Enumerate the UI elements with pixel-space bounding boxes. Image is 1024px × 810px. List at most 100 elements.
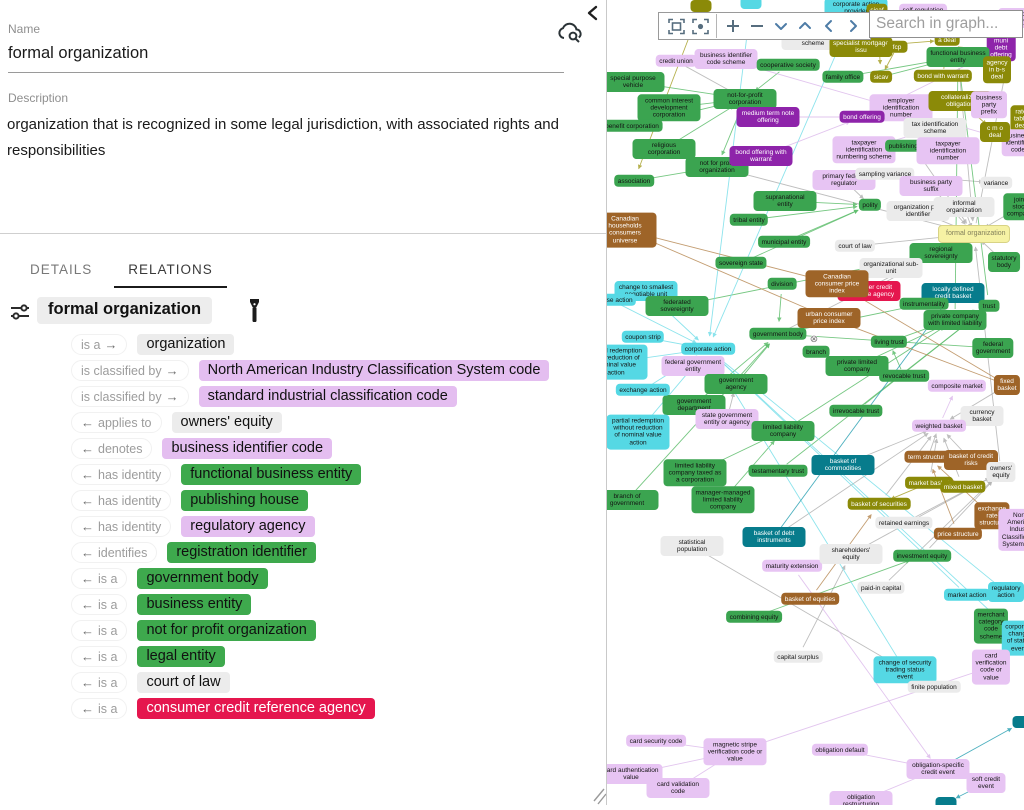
pan-up-button[interactable]	[794, 15, 816, 37]
pan-down-button[interactable]	[770, 15, 792, 37]
graph-node[interactable]: business party suffix	[900, 176, 963, 196]
collapse-panel-icon[interactable]	[584, 4, 602, 22]
tab-relations[interactable]: RELATIONS	[114, 254, 227, 288]
graph-node[interactable]: obligation restructuring	[830, 791, 893, 805]
graph-node[interactable]: federal government entity	[662, 356, 725, 376]
relation-object-chip[interactable]: government body	[137, 568, 267, 589]
graph-node[interactable]: change of security trading status event	[874, 656, 937, 683]
graph-node[interactable]	[936, 797, 957, 805]
relation-object-chip[interactable]: publishing house	[181, 490, 308, 511]
graph-node[interactable]: not-for-profit corporation	[714, 89, 777, 109]
graph-node[interactable]: federal government	[972, 338, 1013, 358]
graph-node[interactable]: North American Industry Classification S…	[998, 509, 1024, 551]
graph-node[interactable]: religious corporation	[633, 139, 696, 159]
graph-node[interactable]: price structure	[934, 528, 982, 540]
graph-node[interactable]: association	[614, 175, 654, 187]
graph-node[interactable]: basket of equities	[781, 593, 839, 605]
graph-node[interactable]: card security code	[626, 735, 686, 747]
graph-node[interactable]: bond offering with warrant	[730, 146, 793, 166]
graph-node[interactable]: common interest development corporation	[638, 94, 701, 121]
graph-node[interactable]: municipal entity	[758, 236, 810, 248]
graph-node[interactable]: sicav	[870, 71, 892, 83]
panel-resize-handle[interactable]	[593, 787, 607, 805]
graph-node[interactable]: limited liability company	[752, 421, 815, 441]
graph-node-selected[interactable]: formal organization	[938, 225, 1010, 243]
pan-left-button[interactable]	[818, 15, 840, 37]
fit-to-screen-button[interactable]	[665, 15, 687, 37]
graph-node[interactable]: finite population	[908, 681, 961, 693]
graph-node[interactable]: court of law	[835, 240, 875, 252]
graph-node[interactable]: card verification code or value	[972, 650, 1010, 685]
graph-node[interactable]: coupon strip	[622, 331, 664, 343]
filter-settings-icon[interactable]	[9, 301, 31, 323]
graph-node[interactable]: organizational sub-unit	[860, 258, 923, 278]
graph-node[interactable]: currency basket	[961, 406, 1004, 426]
tab-details[interactable]: DETAILS	[16, 254, 106, 288]
graph-node[interactable]: benefit corporation	[606, 120, 662, 132]
zoom-in-button[interactable]	[722, 15, 744, 37]
graph-node[interactable]: capital surplus	[774, 651, 823, 663]
graph-node[interactable]: paid-in capital	[857, 582, 904, 594]
graph-node[interactable]: division	[768, 278, 797, 290]
graph-node[interactable]: informal organization	[934, 197, 995, 217]
graph-node[interactable]: government agency	[705, 374, 768, 394]
graph-node[interactable]: shareholders' equity	[820, 544, 883, 564]
selected-node-title[interactable]: formal organization	[37, 297, 212, 324]
graph-node[interactable]: urban consumer price index	[798, 308, 861, 328]
graph-node[interactable]: c m o deal	[980, 122, 1010, 142]
graph-node[interactable]	[1013, 716, 1024, 728]
graph-node[interactable]: functional business entity	[927, 47, 990, 67]
graph-node[interactable]: exercise action	[606, 294, 636, 306]
graph-node[interactable]: statistical population	[661, 536, 724, 556]
graph-node[interactable]: joint stock company	[1003, 193, 1024, 220]
graph-node[interactable]: weighted basket	[912, 420, 966, 432]
graph-node[interactable]: specialist mortgage issu	[830, 37, 893, 57]
graph-node[interactable]: market action	[944, 589, 990, 601]
graph-node[interactable]: state government entity or agency	[696, 409, 759, 429]
graph-node[interactable]: statutory body	[988, 252, 1020, 272]
pan-right-button[interactable]	[842, 15, 864, 37]
graph-node[interactable]: basket of commodities	[812, 455, 875, 475]
graph-node[interactable]: card validation code	[647, 778, 710, 798]
graph-node[interactable]: irrevocable trust	[829, 405, 882, 417]
relation-object-chip[interactable]: legal entity	[137, 646, 224, 667]
graph-node[interactable]: variance	[980, 177, 1012, 189]
graph-node[interactable]: medium term note offering	[737, 107, 800, 127]
graph-search-input[interactable]	[869, 10, 1023, 38]
graph-node[interactable]: soft credit event	[967, 773, 1006, 793]
graph-node[interactable]: combining equity	[726, 611, 782, 623]
relation-object-chip[interactable]: business identifier code	[162, 438, 332, 459]
graph-node[interactable]: regulatory action	[988, 582, 1024, 602]
graph-node[interactable]: special purpose vehicle	[606, 72, 665, 92]
graph-node[interactable]: fixed basket	[994, 375, 1020, 395]
graph-node[interactable]: manager-managed limited liability compan…	[692, 486, 755, 513]
graph-node[interactable]: Canadian consumer price index	[806, 270, 869, 297]
graph-node[interactable]: obligation default	[812, 744, 868, 756]
graph-node[interactable]: partial redemption without reduction of …	[607, 415, 670, 450]
relation-object-chip[interactable]: not for profit organization	[137, 620, 315, 641]
graph-node[interactable]: composite market	[928, 380, 986, 392]
graph-node[interactable]: limited liability company taxed as a cor…	[664, 459, 727, 486]
graph-node[interactable]: business identifier code scheme	[695, 49, 758, 69]
graph-node[interactable]: branch	[803, 346, 830, 358]
graph-node[interactable]: maturity extension	[762, 560, 822, 572]
edge-collapse-icon[interactable]: ⊗	[810, 335, 818, 345]
graph-node[interactable]: private company with limited liability	[924, 310, 987, 330]
graph-node[interactable]: sovereign state	[715, 257, 766, 269]
description-field[interactable]: organization that is recognized in some …	[7, 112, 593, 165]
relation-object-chip[interactable]: organization	[137, 334, 234, 355]
relation-object-chip[interactable]: owners' equity	[172, 412, 282, 433]
graph-node[interactable]: obligation-specific credit event	[907, 759, 970, 779]
graph-node[interactable]: Canadian households consumers universe	[606, 213, 657, 248]
graph-node[interactable]: family office	[822, 71, 863, 83]
graph-node[interactable]: agency in b-s deal	[983, 56, 1011, 83]
graph-node[interactable]: magnetic stripe verification code or val…	[704, 738, 767, 765]
graph-node[interactable]: tax identification scheme	[904, 118, 967, 138]
center-focus-button[interactable]	[689, 15, 711, 37]
relation-object-chip[interactable]: court of law	[137, 672, 229, 693]
graph-node[interactable]: mixed basket	[940, 481, 985, 493]
graph-node[interactable]	[691, 0, 712, 12]
graph-node[interactable]: business party prefix	[971, 91, 1007, 118]
relation-object-chip[interactable]: functional business entity	[181, 464, 361, 485]
